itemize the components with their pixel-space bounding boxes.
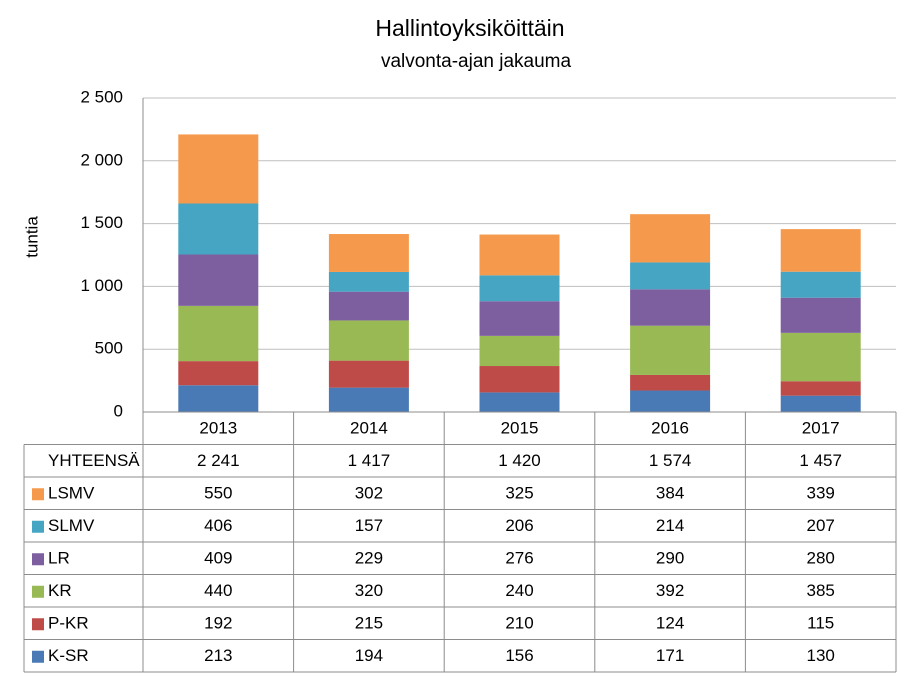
table-cell: 320 — [355, 581, 383, 600]
table-cell: 1 457 — [799, 451, 842, 470]
table-cell: 207 — [807, 516, 835, 535]
legend-label: KR — [48, 581, 72, 600]
bar-segment — [780, 297, 861, 333]
table-cell: 194 — [355, 646, 383, 665]
table-row-label: YHTEENSÄ — [48, 451, 140, 470]
legend-label: K-SR — [48, 646, 89, 665]
bar-segment — [328, 360, 409, 388]
table-cell: 206 — [505, 516, 533, 535]
table-cell: 550 — [204, 484, 232, 503]
table-cell: 339 — [807, 484, 835, 503]
bar-segment — [328, 271, 409, 292]
bar-segment — [178, 305, 259, 362]
bar-segment — [178, 385, 259, 412]
bar-segment — [780, 229, 861, 272]
bar-segment — [328, 234, 409, 272]
table-cell: 1 574 — [649, 451, 692, 470]
legend-label: LR — [48, 549, 70, 568]
legend-swatch — [32, 585, 44, 598]
table-cell: 406 — [204, 516, 232, 535]
bar-segment — [780, 381, 861, 396]
bar-segment — [178, 134, 259, 204]
table-cell: 213 — [204, 646, 232, 665]
bar-segment — [479, 234, 560, 276]
table-cell: 240 — [505, 581, 533, 600]
table-cell: 409 — [204, 549, 232, 568]
legend-swatch — [32, 553, 44, 566]
legend-swatch — [32, 520, 44, 533]
bar-segment — [178, 203, 259, 255]
y-tick-label: 500 — [95, 339, 123, 358]
table-cell: 1 420 — [498, 451, 541, 470]
legend-swatch — [32, 650, 44, 663]
table-cell: 325 — [505, 484, 533, 503]
bar-segment — [328, 387, 409, 412]
x-tick-label: 2017 — [802, 419, 840, 438]
legend-label: P-KR — [48, 614, 89, 633]
legend-label: LSMV — [48, 484, 95, 503]
bar-segment — [630, 325, 711, 375]
y-tick-label: 2 500 — [80, 87, 123, 106]
table-cell: 440 — [204, 581, 232, 600]
table-cell: 276 — [505, 549, 533, 568]
bar-segment — [178, 254, 259, 306]
table-cell: 392 — [656, 581, 684, 600]
table-cell: 157 — [355, 516, 383, 535]
legend-label: SLMV — [48, 516, 95, 535]
table-cell: 156 — [505, 646, 533, 665]
bar-segment — [328, 291, 409, 321]
bar-segment — [630, 262, 711, 290]
x-tick-label: 2016 — [651, 419, 689, 438]
table-cell: 210 — [505, 614, 533, 633]
y-tick-label: 2 000 — [80, 150, 123, 169]
table-cell: 385 — [807, 581, 835, 600]
bar-segment — [630, 289, 711, 326]
bar-segment — [630, 214, 711, 263]
table-cell: 229 — [355, 549, 383, 568]
table-cell: 171 — [656, 646, 684, 665]
legend-swatch — [32, 618, 44, 631]
table-cell: 124 — [656, 614, 684, 633]
table-cell: 214 — [656, 516, 684, 535]
table-cell: 2 241 — [197, 451, 240, 470]
x-tick-label: 2015 — [501, 419, 539, 438]
bar-segment — [780, 395, 861, 412]
y-tick-label: 1 000 — [80, 276, 123, 295]
bar-segment — [780, 332, 861, 382]
chart-title: Hallintoyksiköittäin — [375, 15, 564, 41]
bar-segment — [780, 271, 861, 298]
table-cell: 1 417 — [348, 451, 391, 470]
y-tick-label: 1 500 — [80, 213, 123, 232]
table-cell: 302 — [355, 484, 383, 503]
table-cell: 115 — [807, 614, 834, 633]
y-tick-label: 0 — [114, 401, 123, 420]
bar-segment — [479, 335, 560, 367]
table-cell: 280 — [807, 549, 835, 568]
y-axis-label: tuntia — [22, 216, 41, 258]
bar-segment — [479, 392, 560, 412]
bar-segment — [630, 374, 711, 391]
bar-segment — [479, 366, 560, 393]
table-cell: 130 — [807, 646, 835, 665]
table-cell: 215 — [355, 614, 383, 633]
bar-segment — [479, 275, 560, 302]
chart-subtitle: valvonta-ajan jakauma — [381, 51, 572, 72]
table-cell: 384 — [656, 484, 684, 503]
bar-segment — [479, 301, 560, 336]
x-tick-label: 2013 — [199, 419, 237, 438]
table-cell: 290 — [656, 549, 684, 568]
bar-segment — [328, 320, 409, 361]
x-tick-label: 2014 — [350, 419, 388, 438]
table-cell: 192 — [204, 614, 232, 633]
legend-swatch — [32, 488, 44, 501]
bar-segment — [630, 390, 711, 412]
bar-segment — [178, 361, 259, 386]
